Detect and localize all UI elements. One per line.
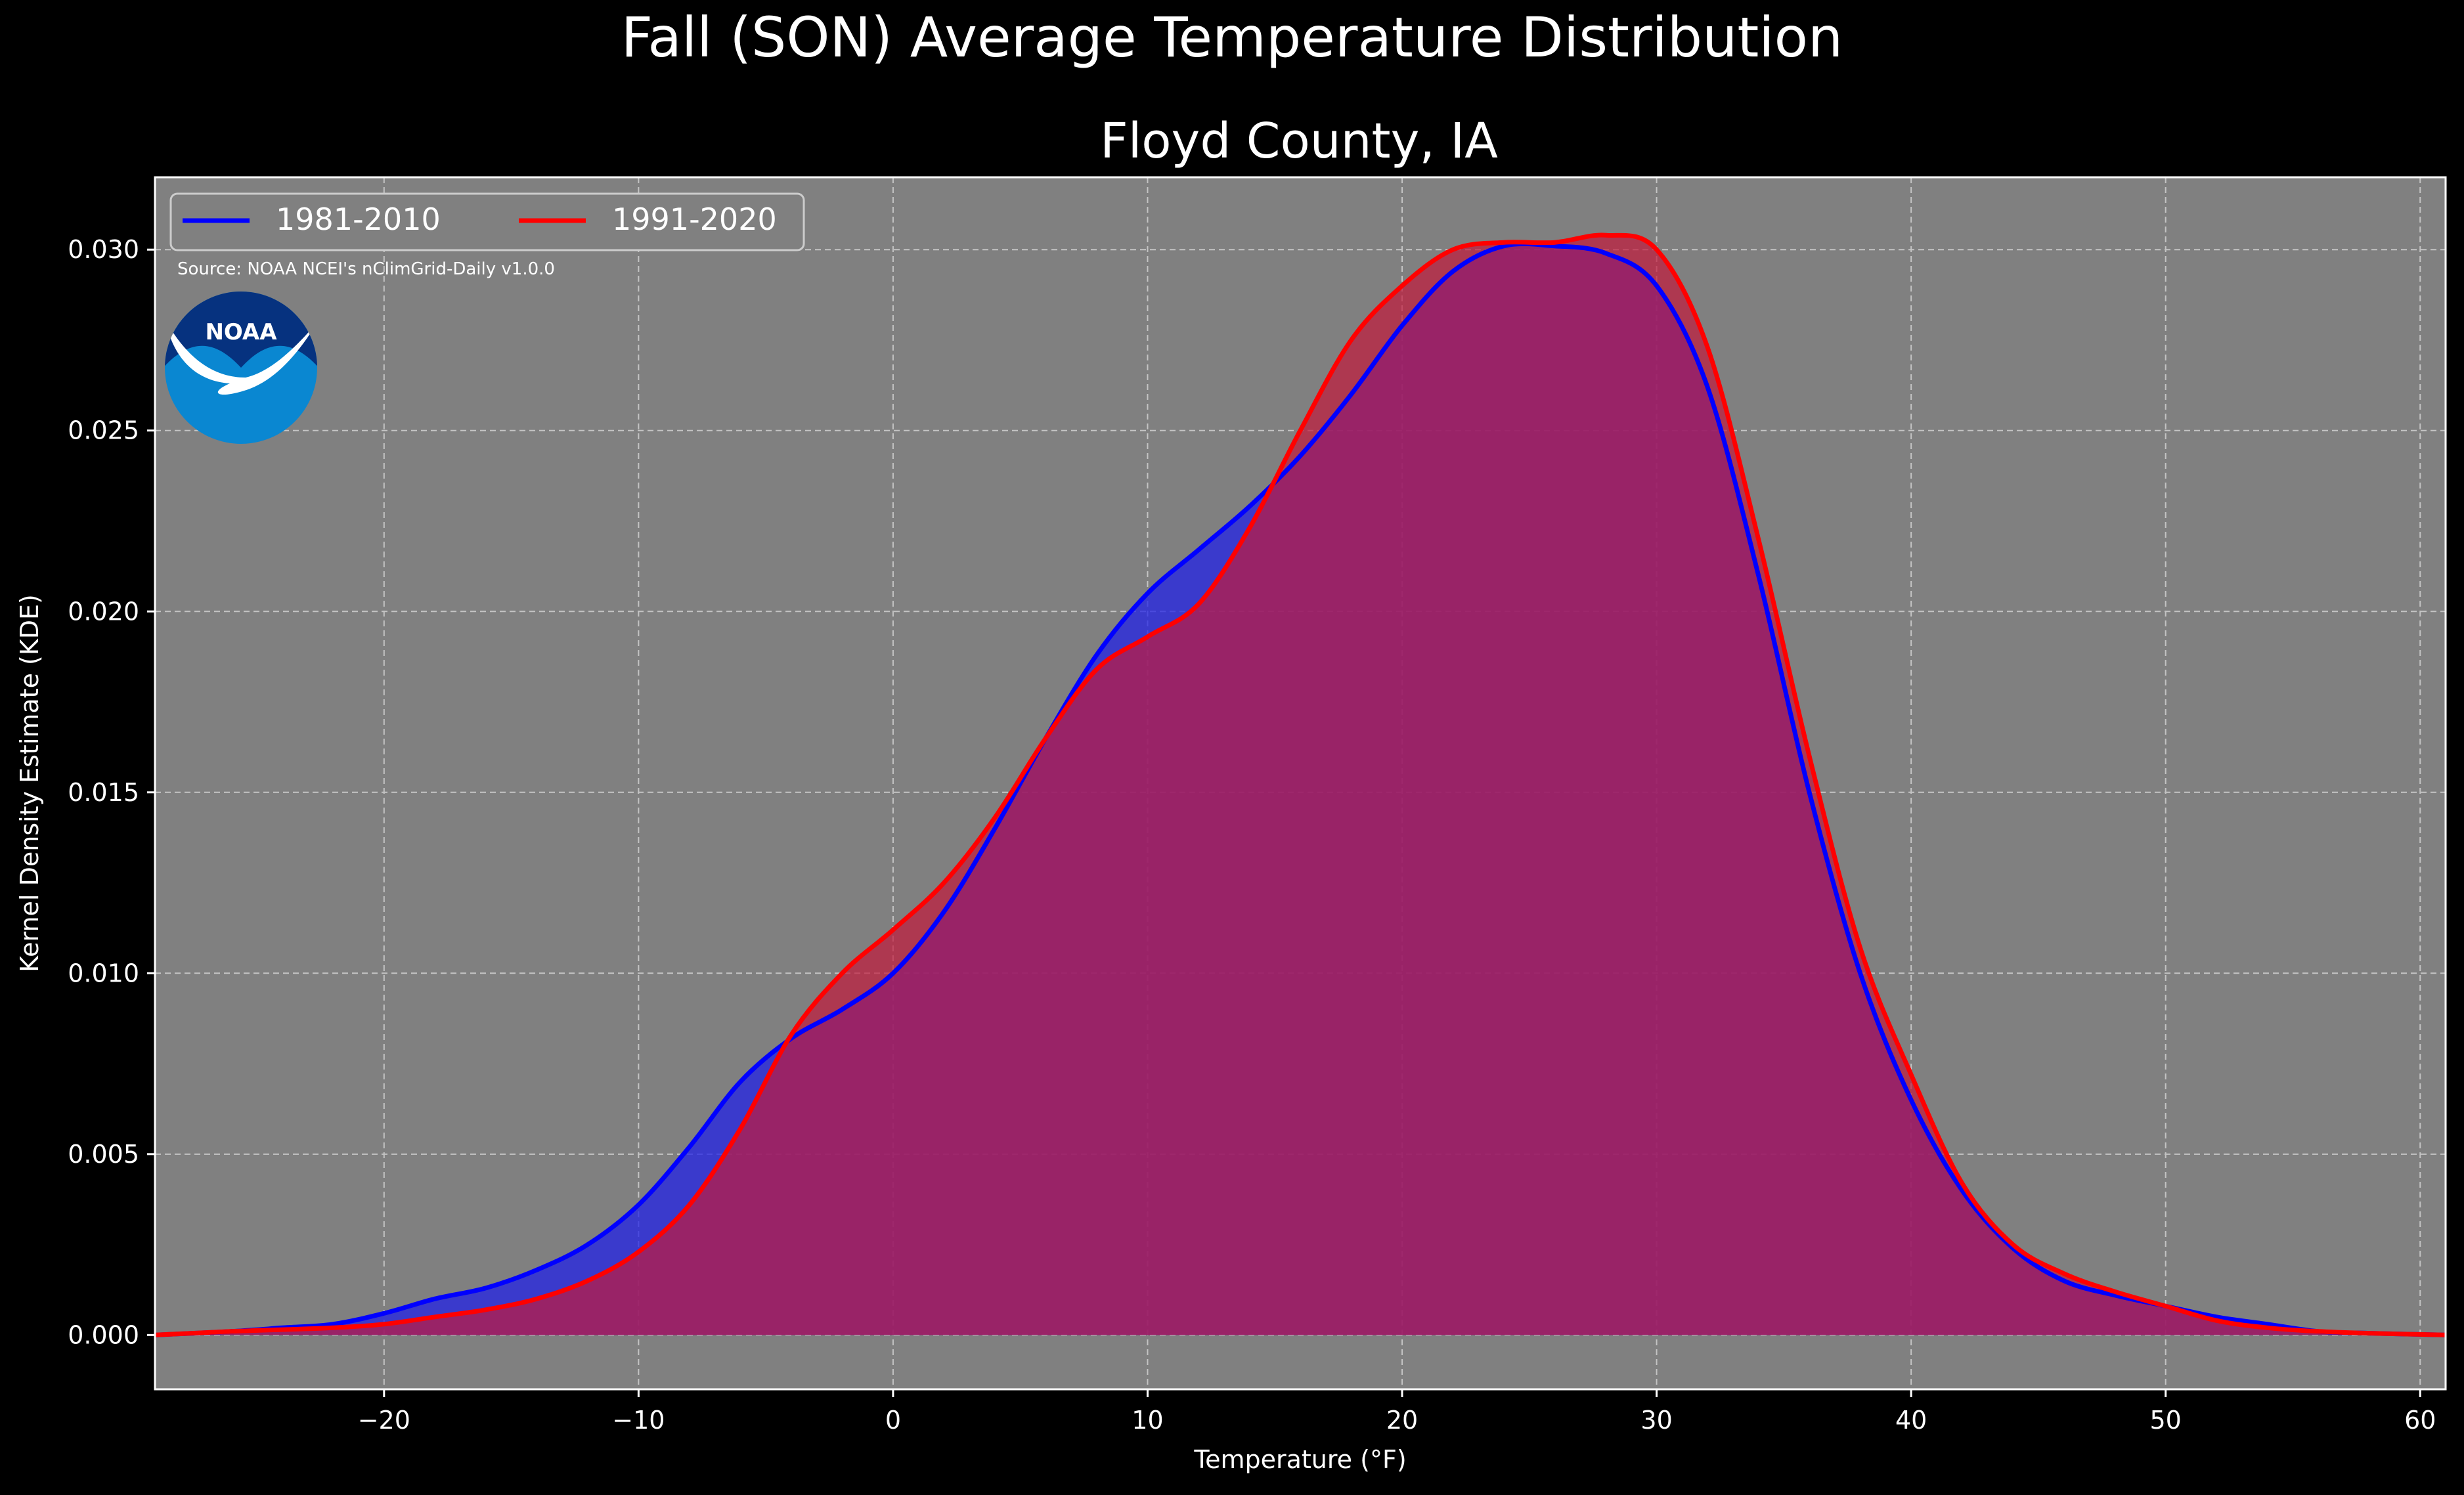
x-tick-label: 40: [1895, 1406, 1927, 1435]
y-tick-label: 0.000: [68, 1320, 139, 1349]
y-tick-label: 0.010: [68, 959, 139, 987]
y-tick-label: 0.030: [68, 235, 139, 264]
x-tick-label: −20: [358, 1406, 410, 1435]
x-tick-label: −10: [612, 1406, 665, 1435]
y-tick-label: 0.005: [68, 1140, 139, 1169]
x-tick-label: 20: [1386, 1406, 1418, 1435]
legend: 1981-2010 1991-2020: [169, 192, 805, 251]
series-line-1991-2020: [155, 232, 2446, 1337]
series-layer: [155, 232, 2446, 1337]
legend-label-1991-2020: 1991-2020: [612, 202, 777, 237]
x-tick-label: 30: [1640, 1406, 1672, 1435]
series-line-1981-2010: [155, 241, 2446, 1337]
y-axis-ticks: 0.000 0.005 0.010 0.015 0.020 0.025 0.030: [68, 235, 155, 1349]
source-note: Source: NOAA NCEI's nClimGrid-Daily v1.0…: [177, 259, 555, 279]
x-tick-label: 50: [2150, 1406, 2182, 1435]
x-tick-label: 0: [885, 1406, 901, 1435]
series-area-1991-2020: [155, 234, 2446, 1335]
chart-subtitle: Floyd County, IA: [1100, 113, 1498, 169]
x-tick-label: 60: [2404, 1406, 2436, 1435]
x-axis-ticks: −20 −10 0 10 20 30 40 50 60: [358, 1389, 2436, 1435]
x-tick-label: 10: [1132, 1406, 1163, 1435]
x-axis-label: Temperature (°F): [1193, 1445, 1406, 1474]
y-tick-label: 0.020: [68, 597, 139, 626]
legend-label-1981-2010: 1981-2010: [276, 202, 441, 237]
chart-title: Fall (SON) Average Temperature Distribut…: [621, 5, 1843, 70]
noaa-logo-text: NOAA: [205, 319, 277, 345]
y-tick-label: 0.025: [68, 416, 139, 445]
y-axis-label: Kernel Density Estimate (KDE): [15, 594, 44, 972]
legend-box: [169, 192, 805, 251]
y-tick-label: 0.015: [68, 778, 139, 807]
plot-frame: [154, 176, 2447, 1391]
